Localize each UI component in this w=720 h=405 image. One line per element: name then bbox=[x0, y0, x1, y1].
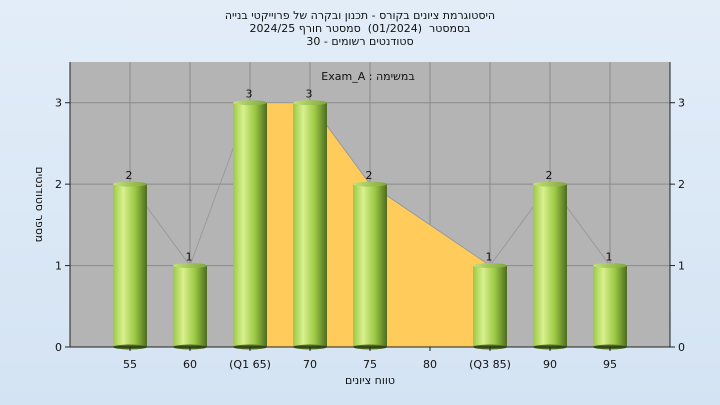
bar-top bbox=[113, 181, 147, 187]
y-tick-label-left: 0 bbox=[55, 341, 62, 354]
bar-value-label: 2 bbox=[546, 169, 553, 182]
chart-title-line-2: בסמסטר (01/2024) סמסטר חורף 2024/25 bbox=[249, 22, 471, 35]
bar-95 bbox=[593, 265, 627, 347]
y-tick-label-right: 2 bbox=[678, 178, 685, 191]
bars bbox=[113, 100, 627, 350]
y-axis-title: מספר סטודנטים bbox=[33, 167, 46, 243]
x-tick-label: 55 bbox=[123, 358, 137, 371]
y-tick-label-left: 3 bbox=[55, 97, 62, 110]
bar-70 bbox=[293, 102, 327, 347]
bar-value-label: 2 bbox=[126, 169, 133, 182]
bar-top bbox=[353, 181, 387, 187]
chart-title: היסטוגרמת ציונים בקורס - תכנון ובקרה של … bbox=[0, 9, 720, 48]
bar-60 bbox=[173, 265, 207, 347]
x-tick-label: 90 bbox=[543, 358, 557, 371]
bar-90 bbox=[533, 184, 567, 347]
x-axis-title: טווח ציונים bbox=[345, 374, 395, 387]
bar-value-label: 2 bbox=[366, 169, 373, 182]
chart-title-line-3: סטודנטים רשומים - 30 bbox=[306, 35, 414, 48]
x-tick-label: 80 bbox=[423, 358, 437, 371]
bar-value-label: 3 bbox=[306, 88, 313, 101]
bar-top bbox=[293, 100, 327, 106]
bar-value-label: 1 bbox=[486, 251, 493, 264]
labels: 2 1 3 3 2 1 2 1 0 0 1 1 2 2 3 3 55 60 (Q1 65) 70 75 80 (Q3 85)… bbox=[55, 88, 685, 371]
bar-value-label: 3 bbox=[246, 88, 253, 101]
y-tick-label-right: 0 bbox=[678, 341, 685, 354]
bar-value-label: 1 bbox=[606, 251, 613, 264]
bar-top bbox=[533, 181, 567, 187]
x-tick-label: 95 bbox=[603, 358, 617, 371]
axes bbox=[65, 62, 675, 351]
bar-75 bbox=[353, 184, 387, 347]
y-tick-label-left: 1 bbox=[55, 260, 62, 273]
bar-top bbox=[173, 263, 207, 269]
x-tick-label: 75 bbox=[363, 358, 377, 371]
x-tick-label: 70 bbox=[303, 358, 317, 371]
x-tick-label: 60 bbox=[183, 358, 197, 371]
bar-top bbox=[593, 263, 627, 269]
y-tick-label-right: 3 bbox=[678, 97, 685, 110]
bar-top bbox=[473, 263, 507, 269]
bar-Q165 bbox=[233, 102, 267, 347]
y-tick-label-right: 1 bbox=[678, 260, 685, 273]
x-tick-label: (Q3 85) bbox=[469, 358, 511, 371]
chart-title-line-1: היסטוגרמת ציונים בקורס - תכנון ובקרה של … bbox=[224, 9, 496, 22]
x-tick-label: (Q1 65) bbox=[229, 358, 271, 371]
bar-Q385 bbox=[473, 265, 507, 347]
bar-top bbox=[233, 100, 267, 106]
bar-value-label: 1 bbox=[186, 251, 193, 264]
assignment-annotation: Exam_A : במשימה bbox=[321, 70, 414, 83]
y-tick-label-left: 2 bbox=[55, 178, 62, 191]
bar-55 bbox=[113, 184, 147, 347]
